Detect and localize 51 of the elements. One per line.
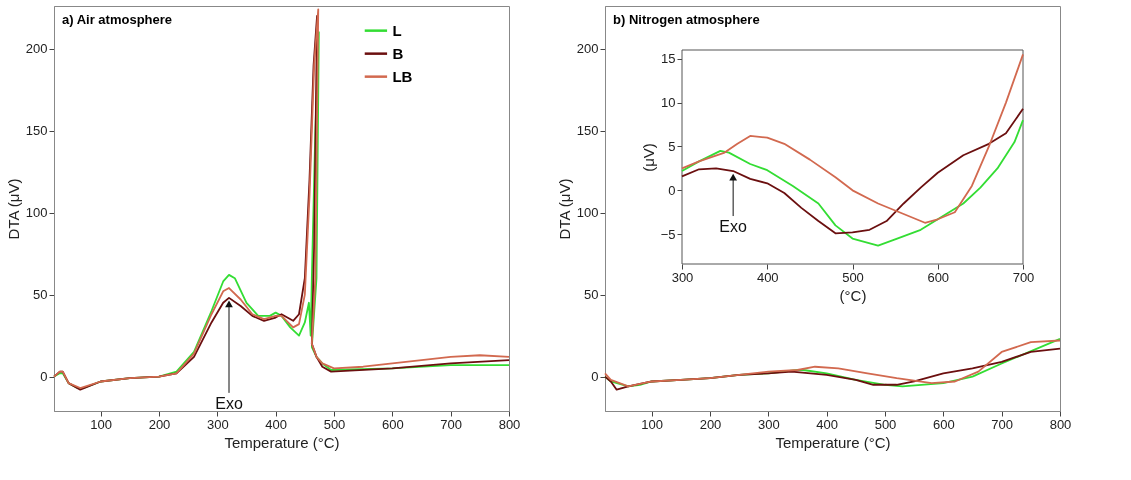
x-tick-label: 500 — [323, 416, 346, 432]
x-axis-title: Temperature (°C) — [775, 433, 891, 451]
y-tick-label: 15 — [661, 51, 676, 67]
legend-label: LB — [392, 67, 413, 85]
y-tick-label: 0 — [591, 369, 599, 385]
x-tick-label: 700 — [1012, 269, 1035, 285]
x-tick-label: 100 — [641, 416, 664, 432]
x-tick-label: 600 — [381, 416, 404, 432]
x-tick-label: 200 — [148, 416, 171, 432]
x-tick-label: 700 — [440, 416, 463, 432]
x-axis-title: Temperature (°C) — [224, 433, 340, 451]
x-tick-label: 800 — [1049, 416, 1072, 432]
x-tick-label: 500 — [874, 416, 897, 432]
x-tick-label: 300 — [671, 269, 694, 285]
x-tick-label: 300 — [206, 416, 229, 432]
x-tick-label: 400 — [756, 269, 779, 285]
x-tick-label: 600 — [932, 416, 955, 432]
x-tick-label: 400 — [265, 416, 288, 432]
y-tick-label: 10 — [661, 95, 676, 111]
y-axis-title: DTA (μV) — [555, 178, 573, 240]
line-series — [681, 107, 1024, 235]
annotation: Exo — [719, 218, 748, 236]
chart-title: a) Air atmosphere — [62, 12, 173, 27]
y-axis-title: (μV) — [639, 143, 657, 172]
y-tick-label: 100 — [576, 205, 599, 221]
x-tick-label: 400 — [816, 416, 839, 432]
y-tick-label: 150 — [25, 123, 48, 139]
y-tick-label: 100 — [25, 205, 48, 221]
x-tick-label: 500 — [842, 269, 864, 285]
legend-label: B — [392, 44, 404, 62]
y-axis-title: DTA (μV) — [4, 178, 22, 240]
x-tick-label: 800 — [498, 416, 521, 432]
x-tick-label: 200 — [699, 416, 722, 432]
y-tick-label: 150 — [576, 123, 599, 139]
annotation: Exo — [215, 394, 243, 412]
y-tick-label: 50 — [33, 287, 48, 303]
y-tick-label: 50 — [584, 287, 599, 303]
x-tick-label: 600 — [927, 269, 950, 285]
chart-title: b) Nitrogen atmosphere — [613, 12, 760, 27]
line-series — [681, 119, 1024, 247]
y-tick-label: 0 — [40, 369, 48, 385]
x-tick-label: 100 — [90, 416, 113, 432]
x-axis-title: (°C) — [839, 286, 867, 304]
y-tick-label: −5 — [660, 226, 676, 242]
x-tick-label: 700 — [991, 416, 1014, 432]
y-tick-label: 200 — [25, 41, 48, 57]
y-tick-label: 0 — [668, 182, 676, 198]
x-tick-label: 300 — [757, 416, 780, 432]
y-tick-label: 5 — [668, 138, 676, 154]
y-tick-label: 200 — [576, 41, 599, 57]
legend-label: L — [392, 21, 402, 39]
